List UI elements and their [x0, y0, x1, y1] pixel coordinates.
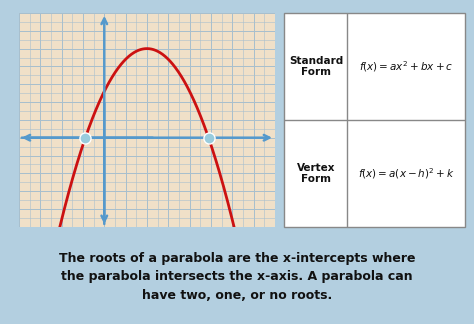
- Text: $f(x) = ax^2 + bx + c$: $f(x) = ax^2 + bx + c$: [359, 59, 453, 74]
- Text: The roots of a parabola are the x-intercepts where
the parabola intersects the x: The roots of a parabola are the x-interc…: [59, 252, 415, 302]
- Text: $f(x) = a(x - h)^2 + k$: $f(x) = a(x - h)^2 + k$: [358, 166, 454, 181]
- Text: Vertex
Form: Vertex Form: [297, 163, 335, 184]
- Text: Standard
Form: Standard Form: [289, 56, 343, 77]
